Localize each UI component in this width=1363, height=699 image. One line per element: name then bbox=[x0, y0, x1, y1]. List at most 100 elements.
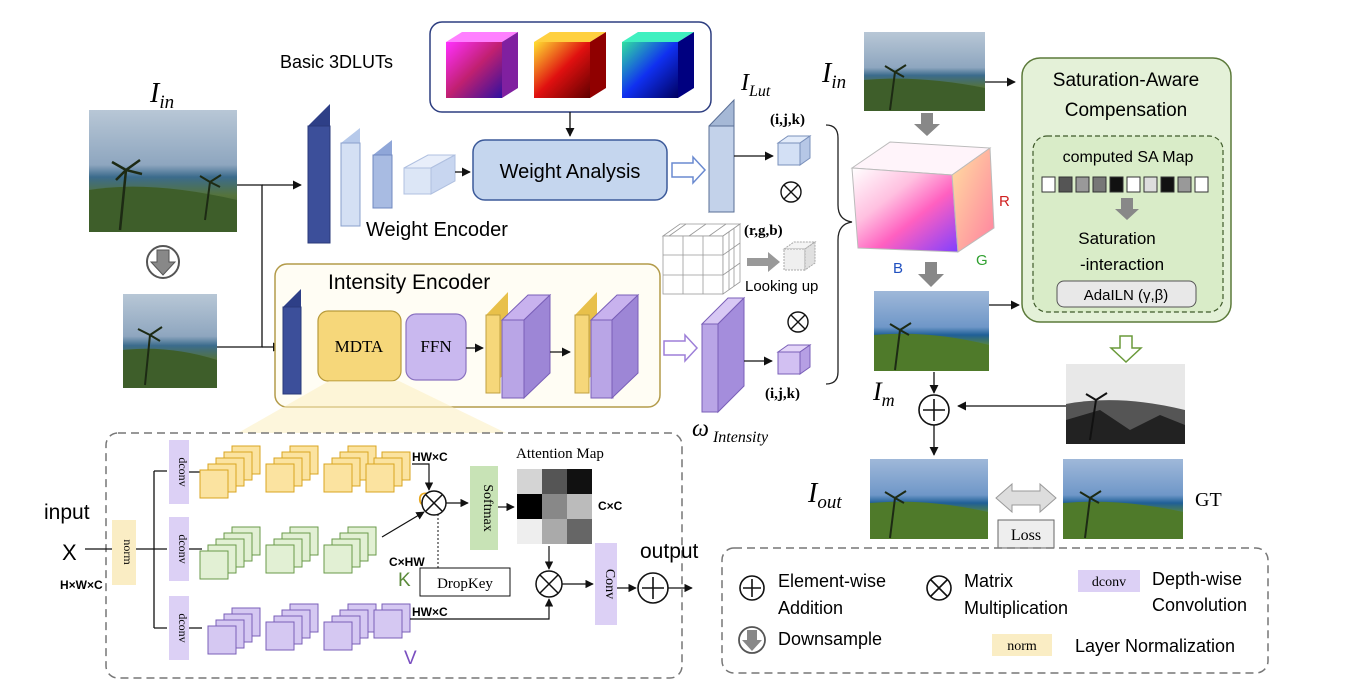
ijk-bottom-label: (i,j,k) bbox=[765, 386, 800, 402]
legend-dconv-chip bbox=[1078, 570, 1140, 592]
i-in-right-label: Iin bbox=[821, 58, 846, 93]
curly-brace bbox=[825, 124, 853, 385]
loss-label: Loss bbox=[1011, 527, 1041, 544]
omega-label: ω Intensity bbox=[692, 416, 769, 446]
omega-intensity-feature bbox=[700, 296, 746, 414]
intensity-block-pair-2 bbox=[574, 292, 640, 400]
q-arrow bbox=[412, 463, 434, 491]
intensity-encoder-input-block bbox=[282, 289, 302, 395]
q-feature-stack bbox=[199, 445, 411, 499]
norm-chip bbox=[112, 520, 136, 585]
v-arrow bbox=[410, 598, 554, 620]
norm-chip-label: norm bbox=[121, 539, 135, 565]
lut-grid-cube bbox=[661, 223, 742, 295]
ffn-label: FFN bbox=[420, 337, 451, 356]
im-image bbox=[874, 291, 989, 371]
v-label: V bbox=[404, 648, 417, 669]
weight-encoder-label: Weight Encoder bbox=[366, 219, 508, 241]
legend-mul-icon bbox=[926, 575, 952, 601]
downsampled-image bbox=[123, 294, 217, 388]
gt-image bbox=[1063, 459, 1183, 539]
k-feature-stack bbox=[199, 526, 377, 580]
hollow-arrow-to-ilut bbox=[671, 155, 707, 185]
legend-dconv-2: Convolution bbox=[1152, 595, 1247, 615]
legend-norm-chip-label: norm bbox=[1007, 639, 1037, 654]
down-arrow-to-cube bbox=[914, 113, 940, 136]
dconv-v-label: dconv bbox=[176, 613, 190, 642]
small-cube-top bbox=[776, 135, 812, 166]
axis-b-label: B bbox=[893, 260, 903, 277]
multiply-icon-qk bbox=[421, 490, 447, 516]
legend-norm-desc: Layer Normalization bbox=[1075, 636, 1235, 656]
i-in-left-label: Iin bbox=[149, 78, 174, 113]
legend-norm-chip bbox=[992, 634, 1052, 656]
intensity-block-pair-1 bbox=[485, 292, 552, 400]
weight-analysis-box bbox=[472, 139, 668, 201]
input-connector bbox=[217, 184, 263, 348]
hwc-input-label: H×W×C bbox=[60, 578, 103, 592]
softmax-chip bbox=[470, 466, 498, 550]
lut-cube-blue bbox=[622, 32, 694, 98]
axis-r-label: R bbox=[999, 193, 1010, 210]
attention-map-label: Attention Map bbox=[516, 446, 604, 462]
sa-title-2: Compensation bbox=[1065, 100, 1188, 121]
attention-map-grid bbox=[517, 469, 592, 544]
input-image-right bbox=[864, 32, 985, 111]
dconv-q-chip bbox=[169, 440, 189, 504]
sat-interaction-1: Saturation bbox=[1078, 229, 1156, 248]
mdta-label: MDTA bbox=[335, 337, 384, 356]
gt-label: GT bbox=[1195, 489, 1222, 511]
intensity-encoder-label: Intensity Encoder bbox=[328, 271, 490, 294]
legend-add-1: Element-wise bbox=[778, 571, 886, 591]
sa-down-arrow bbox=[1115, 198, 1139, 220]
cxc-label: C×C bbox=[598, 499, 623, 513]
weight-analysis-label: Weight Analysis bbox=[500, 161, 641, 183]
k-arrow bbox=[381, 511, 425, 538]
conv-chip bbox=[595, 543, 617, 625]
softmax-label: Softmax bbox=[480, 484, 495, 531]
hollow-green-arrow bbox=[1109, 335, 1143, 364]
input-image bbox=[89, 110, 237, 232]
looking-up-arrow bbox=[747, 252, 780, 272]
add-icon-right bbox=[918, 394, 950, 426]
dconv-k-chip bbox=[169, 517, 189, 581]
branch-lines bbox=[136, 470, 167, 629]
legend-panel bbox=[721, 547, 1269, 674]
chw-k-label: C×HW bbox=[389, 555, 425, 569]
legend-add-2: Addition bbox=[778, 598, 843, 618]
v-feature-stack bbox=[207, 603, 411, 655]
basic-luts-label: Basic 3DLUTs bbox=[280, 52, 393, 72]
lut-cube-red bbox=[534, 32, 606, 98]
adaln-label: AdaILN (γ,β) bbox=[1084, 287, 1169, 304]
sa-map-image bbox=[1066, 364, 1185, 444]
dropkey-label: DropKey bbox=[437, 576, 493, 592]
conv-label: Conv bbox=[602, 569, 617, 599]
multiply-icon-v bbox=[535, 570, 563, 598]
legend-add-icon bbox=[739, 575, 765, 601]
hollow-arrow-to-omega bbox=[663, 333, 699, 363]
legend-down: Downsample bbox=[778, 629, 882, 649]
lut-cube-magenta bbox=[446, 32, 518, 98]
sat-interaction-2: -interaction bbox=[1080, 255, 1164, 274]
i-lut-feature bbox=[708, 98, 735, 214]
mdta-detail-panel bbox=[105, 432, 683, 679]
x-label: X bbox=[62, 540, 77, 565]
dconv-k-label: dconv bbox=[176, 534, 190, 563]
legend-mul-1: Matrix bbox=[964, 571, 1013, 591]
down-arrow-to-im bbox=[918, 262, 944, 287]
legend-dconv-chip-label: dconv bbox=[1092, 575, 1126, 590]
output-label: output bbox=[640, 540, 699, 563]
i-m-label: Im bbox=[872, 377, 895, 410]
legend-downsample-icon bbox=[738, 626, 766, 654]
dconv-q-label: dconv bbox=[176, 457, 190, 486]
dconv-v-chip bbox=[169, 596, 189, 660]
i-lut-label: ILut bbox=[740, 70, 771, 100]
dropkey-box bbox=[419, 567, 511, 597]
hwc-v-label: HW×C bbox=[412, 605, 448, 619]
legend-dconv-1: Depth-wise bbox=[1152, 569, 1242, 589]
big-lut-cube bbox=[850, 141, 995, 253]
input-label: input bbox=[44, 501, 90, 524]
output-image bbox=[870, 459, 988, 539]
looking-up-label: Looking up bbox=[745, 278, 818, 295]
